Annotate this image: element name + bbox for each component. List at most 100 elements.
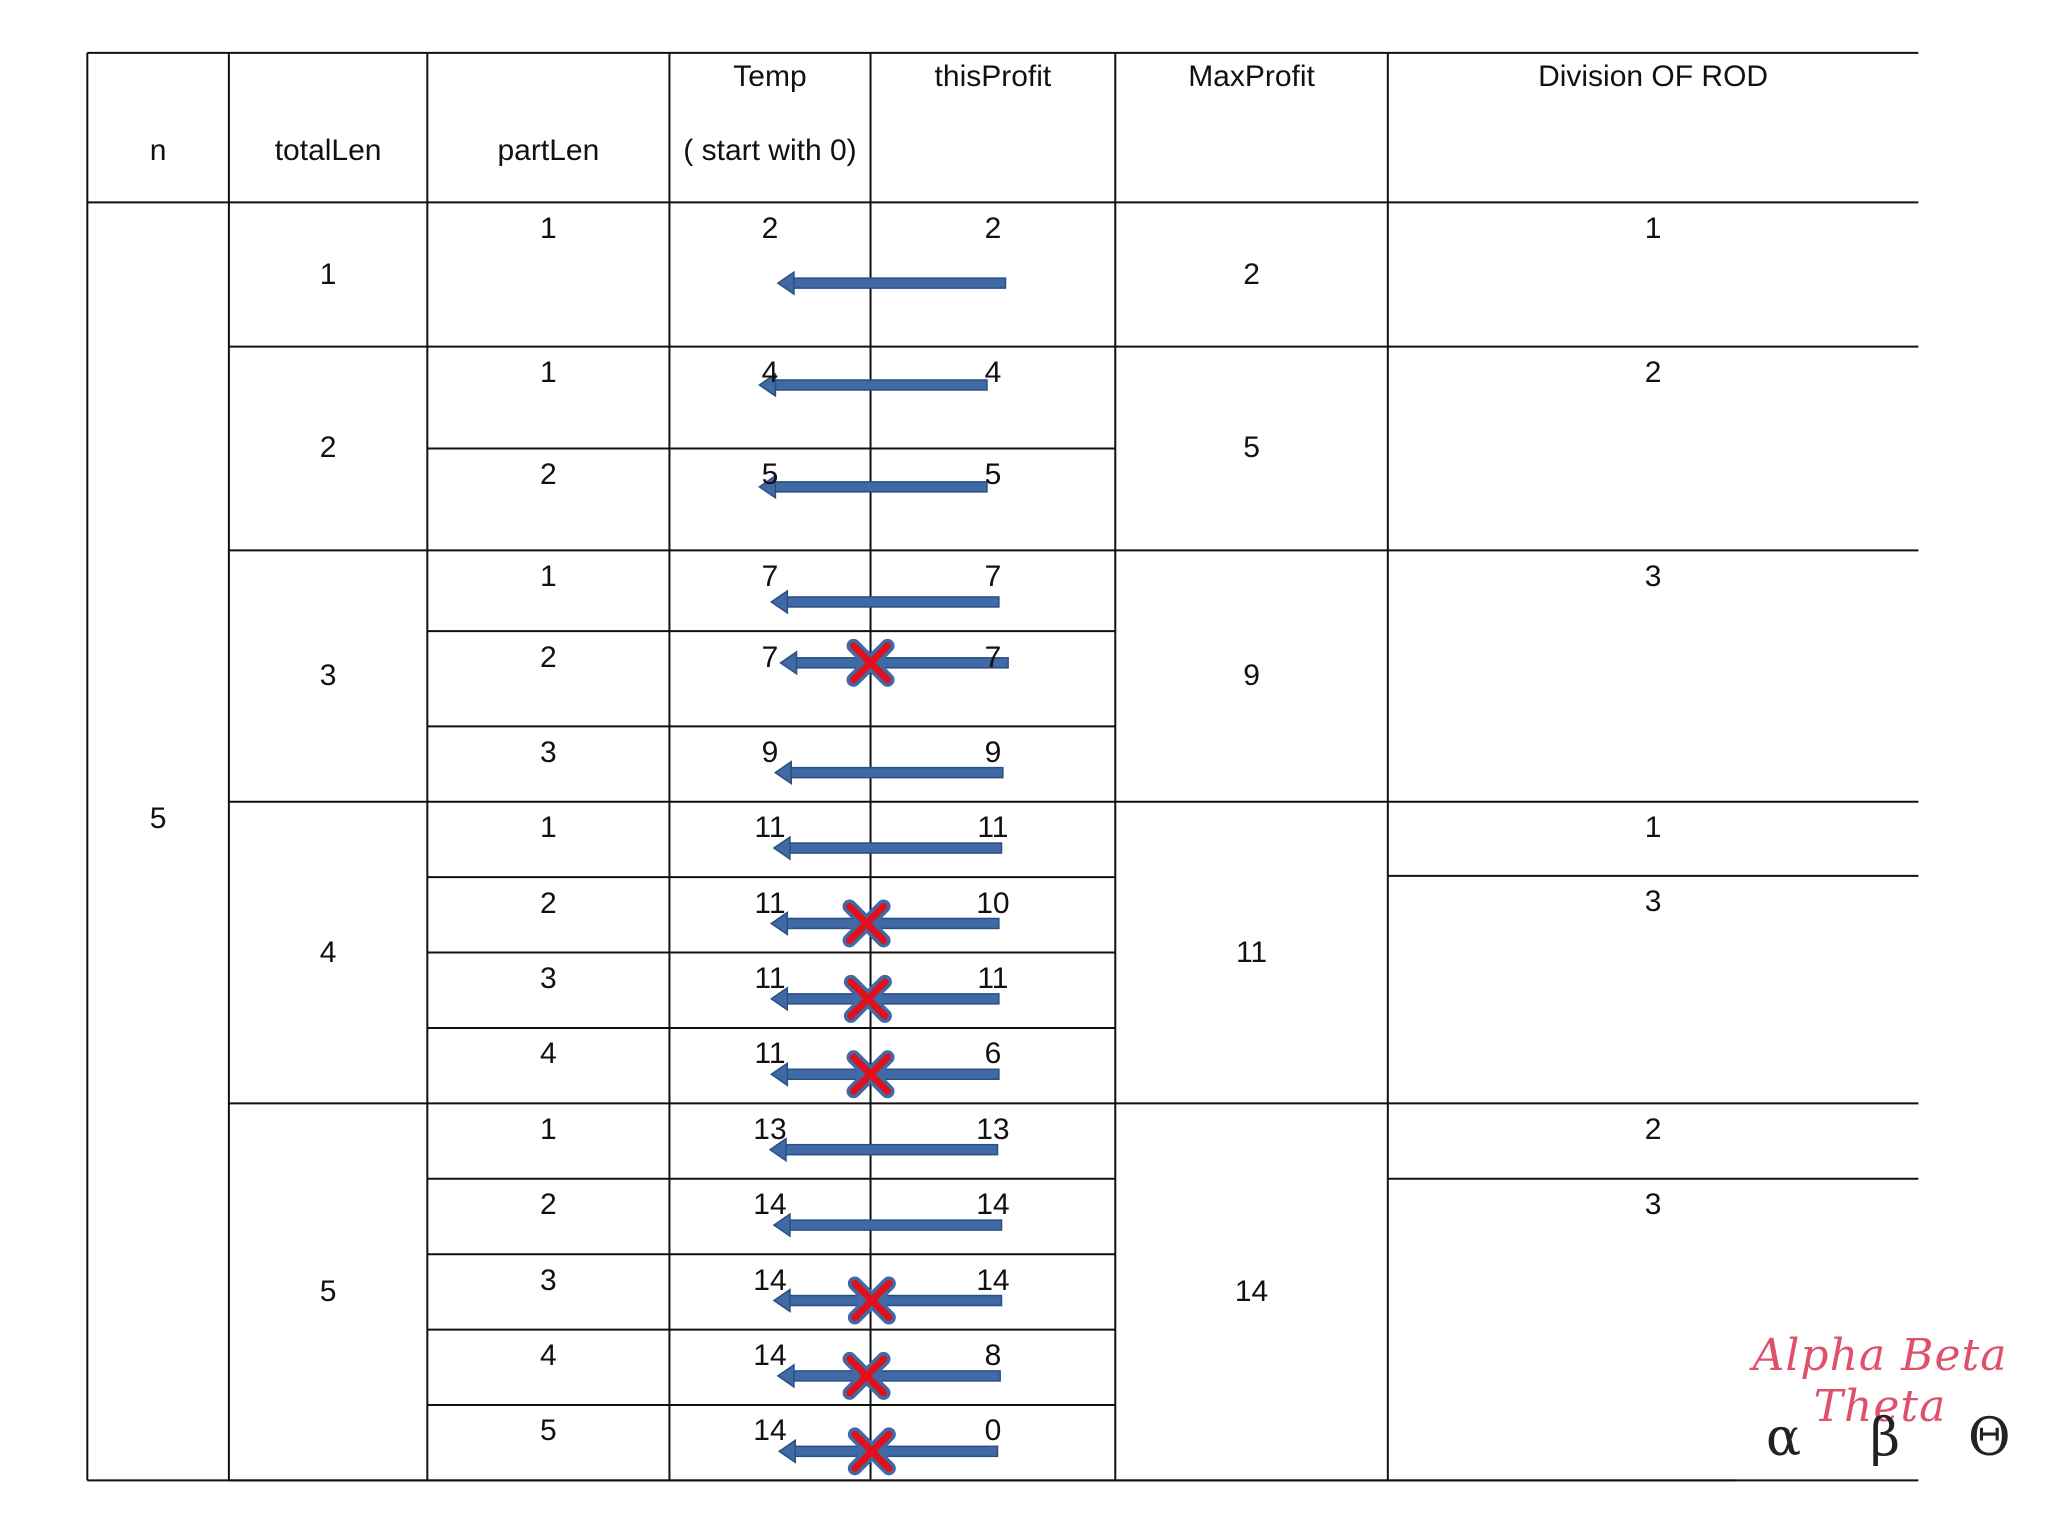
max-profit-value: 14	[1234, 1274, 1269, 1308]
this-profit-value: 11	[977, 962, 1009, 996]
comparison-arrow	[758, 474, 988, 500]
comparison-arrow	[768, 1137, 999, 1163]
this-profit-value: 0	[984, 1414, 1002, 1448]
temp-value: 14	[753, 1339, 787, 1373]
division-value: 3	[1644, 559, 1662, 593]
comparison-arrow	[769, 911, 1000, 936]
part-len-value: 3	[540, 1263, 557, 1297]
division-value: 1	[1644, 211, 1662, 245]
part-len-value: 2	[540, 886, 557, 920]
this-profit-value: 4	[984, 356, 1002, 390]
total-len-value: 2	[319, 431, 337, 465]
part-len-value: 5	[540, 1414, 557, 1448]
comparison-arrow	[758, 372, 988, 398]
division-value: 2	[1644, 1112, 1662, 1146]
division-value: 3	[1644, 885, 1662, 919]
this-profit-value: 9	[984, 735, 1002, 769]
comparison-arrow	[769, 589, 1000, 615]
division-value: 3	[1644, 1188, 1662, 1222]
rejected-cross-icon	[847, 1427, 896, 1476]
max-profit-value: 9	[1243, 659, 1260, 693]
comparison-arrow	[772, 1288, 1003, 1313]
part-len-value: 2	[540, 1188, 557, 1222]
temp-value: 7	[761, 559, 779, 593]
logo-script-text: Alpha Beta Theta	[1752, 1330, 2008, 1432]
temp-value: 14	[753, 1263, 787, 1297]
part-len-value: 4	[540, 1339, 557, 1373]
header-division: Division OF ROD	[1538, 59, 1769, 93]
comparison-arrow	[776, 270, 1007, 296]
comparison-arrow	[769, 986, 1000, 1012]
rejected-cross-icon	[843, 974, 892, 1023]
part-len-value: 3	[540, 962, 557, 996]
rejected-cross-icon	[842, 899, 891, 948]
this-profit-value: 6	[984, 1037, 1002, 1071]
max-profit-value: 2	[1243, 257, 1260, 291]
alpha-beta-theta-logo: Alpha Beta Theta α β Θ	[1730, 1330, 2030, 1490]
comparison-arrow	[776, 1363, 1001, 1389]
header-max-profit: MaxProfit	[1188, 59, 1315, 93]
temp-value: 11	[754, 811, 786, 845]
comparison-arrow	[777, 1438, 999, 1464]
total-len-value: 3	[319, 659, 337, 693]
this-profit-value: 14	[976, 1188, 1010, 1222]
header-part-len: partLen	[497, 133, 600, 167]
temp-value: 4	[761, 356, 779, 390]
max-profit-value: 5	[1243, 431, 1260, 465]
part-len-value: 4	[540, 1037, 557, 1071]
theta-symbol: Θ	[1968, 1408, 2011, 1468]
header-total-len: totalLen	[274, 133, 382, 167]
temp-value: 5	[761, 457, 779, 491]
header-temp: Temp	[733, 59, 807, 93]
this-profit-value: 2	[984, 211, 1002, 245]
this-profit-value: 7	[984, 559, 1002, 593]
temp-value: 11	[754, 962, 786, 996]
temp-value: 13	[753, 1112, 787, 1146]
alpha-symbol: α	[1766, 1408, 1802, 1468]
this-profit-value: 7	[984, 640, 1002, 674]
part-len-value: 3	[540, 735, 557, 769]
total-len-value: 4	[319, 935, 337, 969]
this-profit-value: 10	[976, 886, 1010, 920]
header-this-profit: thisProfit	[934, 59, 1052, 93]
division-value: 1	[1644, 811, 1662, 845]
division-value: 2	[1644, 356, 1662, 390]
part-len-value: 2	[540, 457, 557, 491]
part-len-value: 1	[540, 1112, 557, 1146]
this-profit-value: 11	[977, 811, 1009, 845]
comparison-arrow	[779, 650, 1009, 676]
rejected-cross-icon	[846, 1050, 895, 1099]
beta-symbol: β	[1870, 1408, 1901, 1468]
part-len-value: 1	[540, 811, 557, 845]
rejected-cross-icon	[846, 638, 895, 687]
this-profit-value: 5	[984, 457, 1002, 491]
comparison-arrow	[772, 835, 1003, 861]
comparison-arrow	[769, 1061, 1000, 1087]
rejected-cross-icon	[847, 1276, 896, 1325]
part-len-value: 2	[540, 640, 557, 674]
part-len-value: 1	[540, 211, 557, 245]
this-profit-value: 14	[976, 1263, 1010, 1297]
comparison-arrow	[773, 760, 1004, 786]
header-temp-note: ( start with 0)	[683, 133, 857, 167]
n-value: 5	[149, 801, 167, 835]
temp-value: 14	[753, 1188, 787, 1222]
comparison-arrow	[772, 1212, 1003, 1238]
max-profit-value: 11	[1235, 935, 1268, 969]
rejected-cross-icon	[842, 1351, 891, 1400]
temp-value: 7	[761, 640, 779, 674]
temp-value: 2	[761, 211, 779, 245]
temp-value: 11	[754, 1037, 786, 1071]
header-n: n	[149, 133, 167, 167]
temp-value: 11	[754, 886, 786, 920]
this-profit-value: 13	[976, 1112, 1010, 1146]
this-profit-value: 8	[984, 1339, 1002, 1373]
total-len-value: 1	[319, 257, 337, 291]
total-len-value: 5	[319, 1274, 337, 1308]
part-len-value: 1	[540, 356, 557, 390]
temp-value: 9	[761, 735, 779, 769]
temp-value: 14	[753, 1414, 787, 1448]
part-len-value: 1	[540, 559, 557, 593]
